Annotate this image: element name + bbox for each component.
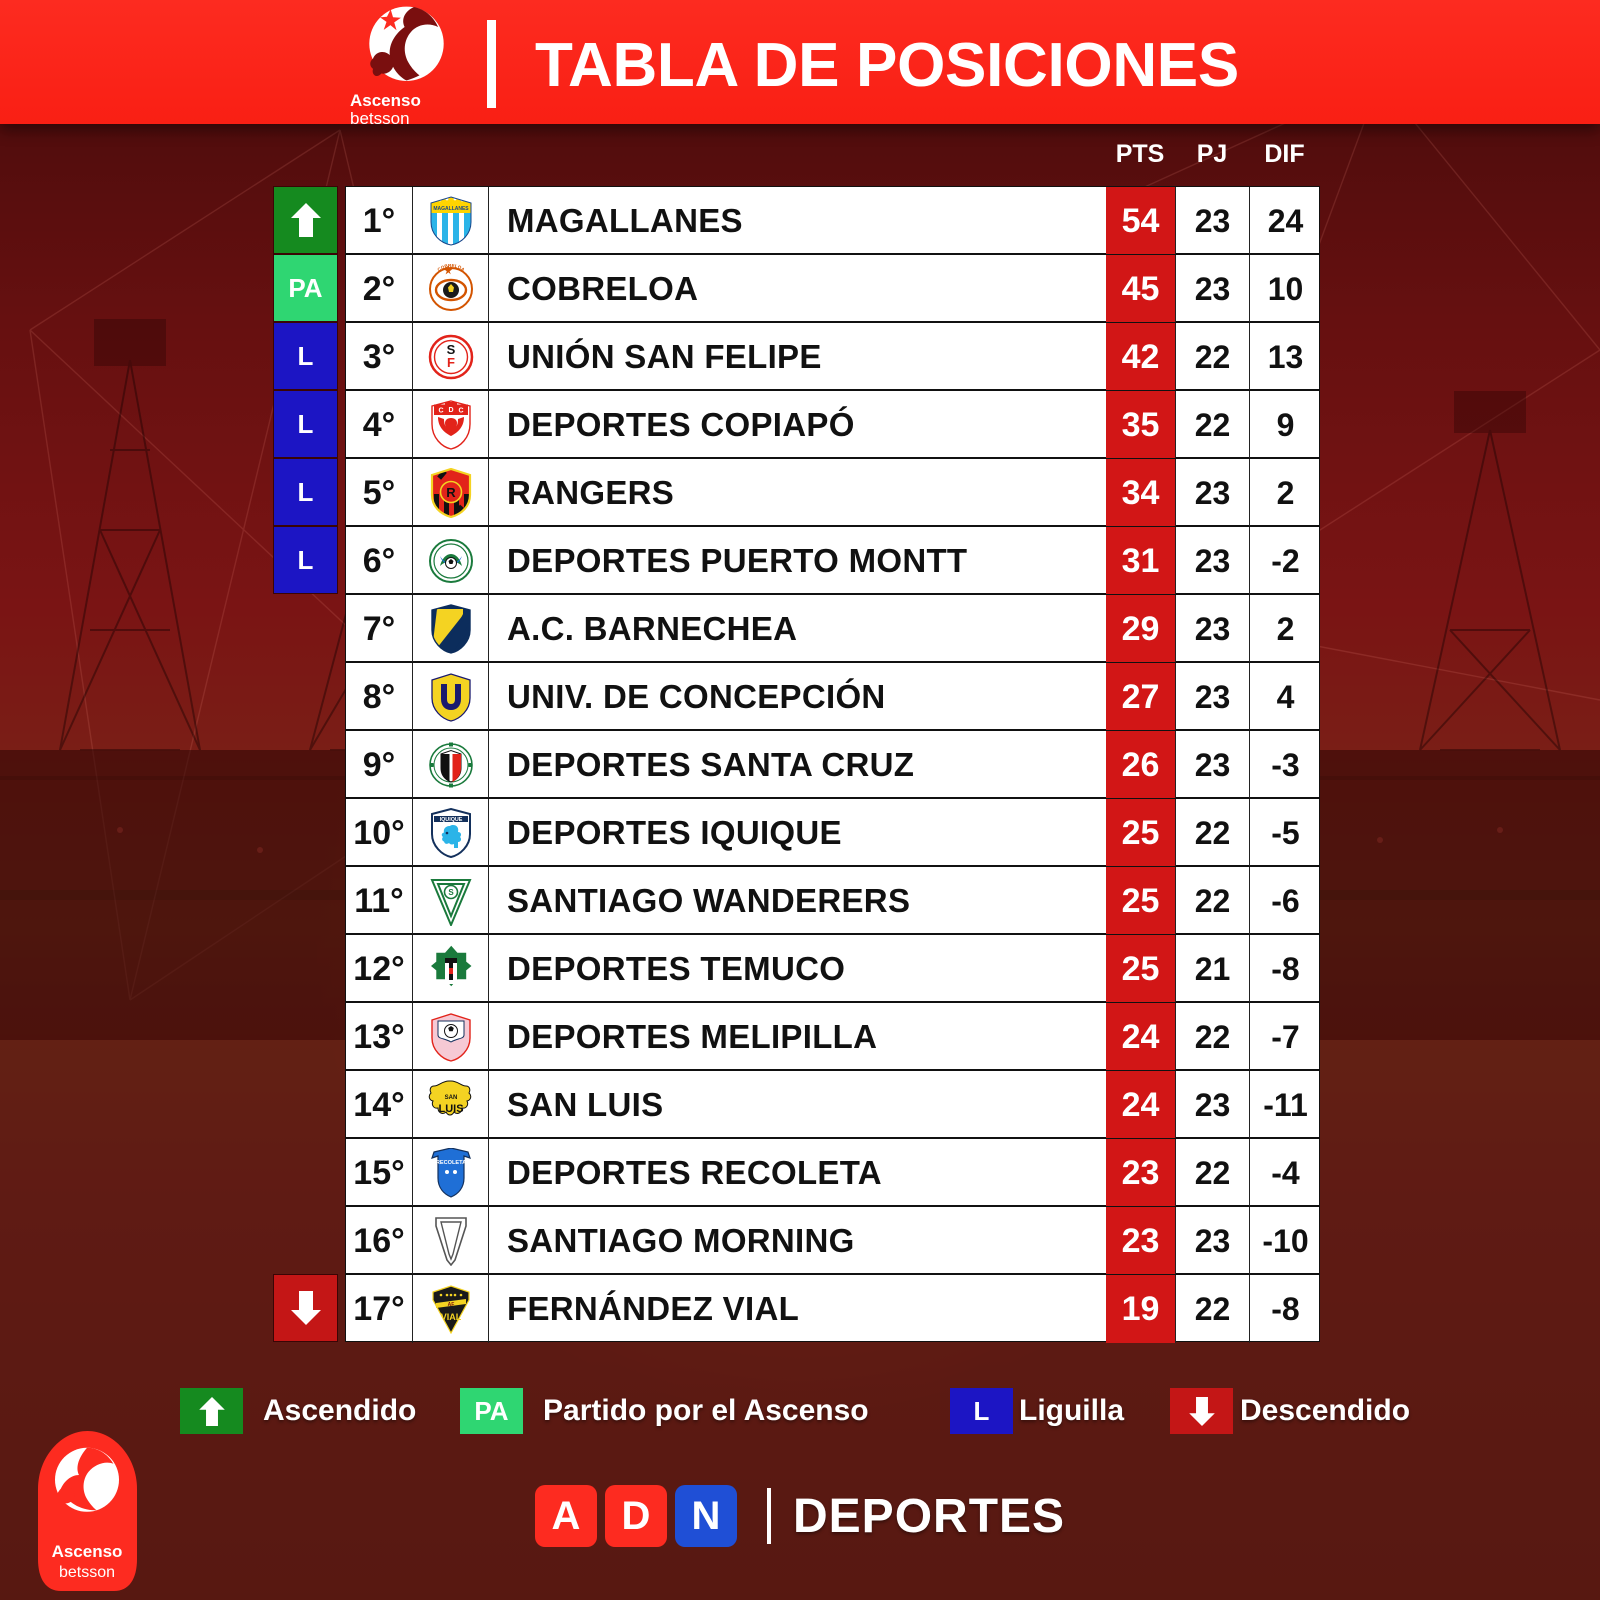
- svg-text:betsson: betsson: [59, 1564, 115, 1581]
- svg-text:AF: AF: [447, 1302, 454, 1308]
- svg-text:S: S: [448, 888, 454, 897]
- svg-text:Ascenso: Ascenso: [52, 1542, 123, 1561]
- svg-text:D: D: [448, 407, 453, 414]
- svg-text:LUIS: LUIS: [438, 1103, 463, 1115]
- svg-text:C: C: [458, 408, 463, 415]
- svg-text:IQUIQUE: IQUIQUE: [439, 817, 462, 823]
- svg-text:SAN: SAN: [444, 1095, 457, 1101]
- svg-text:F: F: [447, 355, 455, 370]
- svg-text:RECOLETA: RECOLETA: [435, 1160, 465, 1166]
- svg-text:R: R: [446, 485, 456, 500]
- svg-text:C: C: [438, 408, 443, 415]
- svg-text:MAGALLANES: MAGALLANES: [433, 206, 469, 212]
- svg-text:VIAL: VIAL: [440, 1312, 461, 1322]
